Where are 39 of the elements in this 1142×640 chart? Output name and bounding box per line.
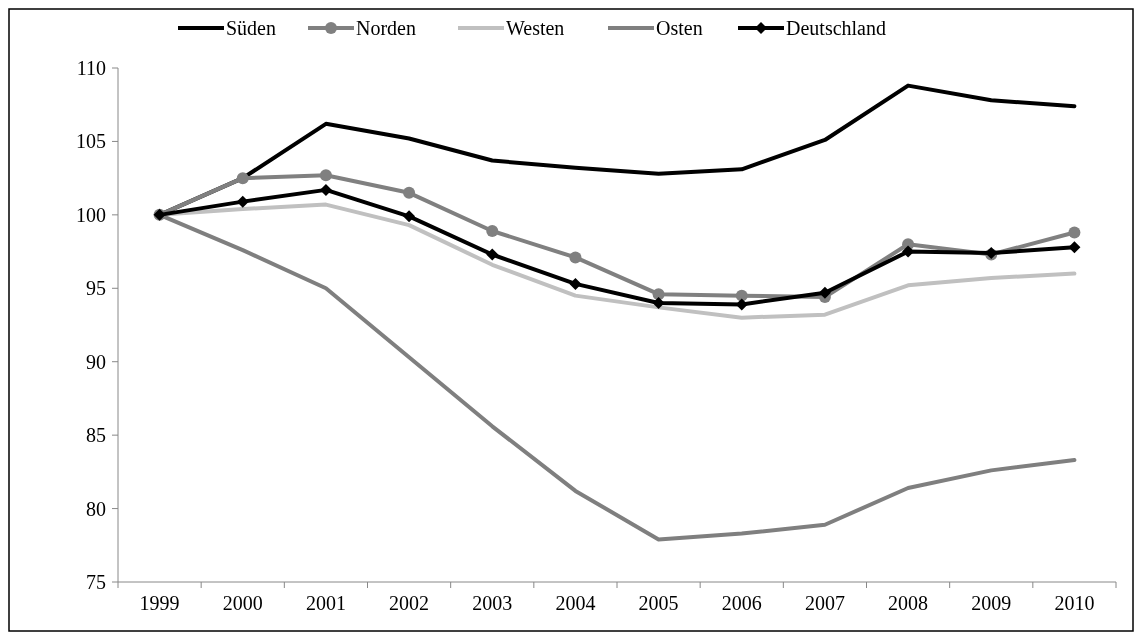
x-tick-label: 2005 bbox=[638, 592, 679, 614]
x-tick-label: 2004 bbox=[555, 592, 596, 614]
point bbox=[486, 248, 499, 261]
point bbox=[486, 225, 499, 238]
y-tick-label: 105 bbox=[76, 130, 106, 153]
point bbox=[403, 186, 416, 199]
y-tick-label: 80 bbox=[86, 497, 106, 520]
point bbox=[1068, 241, 1081, 254]
point bbox=[569, 251, 582, 264]
x-tick-label: 2002 bbox=[389, 592, 430, 614]
point bbox=[236, 172, 249, 185]
legend-label: Süden bbox=[226, 17, 276, 39]
point bbox=[735, 289, 748, 302]
x-tick-label: 1999 bbox=[139, 592, 180, 614]
y-tick-label: 110 bbox=[76, 57, 106, 79]
legend-label: Deutschland bbox=[786, 17, 886, 39]
x-tick-label: 2007 bbox=[804, 592, 845, 614]
y-tick-label: 95 bbox=[86, 277, 106, 300]
x-tick-label: 2001 bbox=[305, 592, 346, 614]
x-tick-label: 2003 bbox=[472, 592, 513, 614]
x-tick-label: 2006 bbox=[721, 592, 762, 614]
point bbox=[652, 296, 665, 309]
legend-label: Osten bbox=[656, 17, 703, 39]
y-tick-label: 100 bbox=[76, 203, 106, 226]
legend-label: Norden bbox=[356, 17, 416, 39]
point bbox=[818, 286, 831, 299]
y-tick-label: 75 bbox=[86, 571, 106, 593]
point bbox=[569, 277, 582, 290]
point bbox=[236, 195, 249, 208]
x-tick-label: 2010 bbox=[1054, 592, 1095, 614]
x-tick-label: 2000 bbox=[222, 592, 263, 614]
x-tick-label: 2009 bbox=[971, 592, 1012, 614]
point bbox=[1068, 226, 1081, 239]
point bbox=[403, 210, 416, 223]
y-tick-label: 90 bbox=[86, 350, 106, 373]
point bbox=[319, 169, 332, 182]
legend-label: Westen bbox=[506, 17, 565, 39]
x-tick-label: 2008 bbox=[888, 592, 929, 614]
y-tick-label: 85 bbox=[86, 424, 106, 447]
